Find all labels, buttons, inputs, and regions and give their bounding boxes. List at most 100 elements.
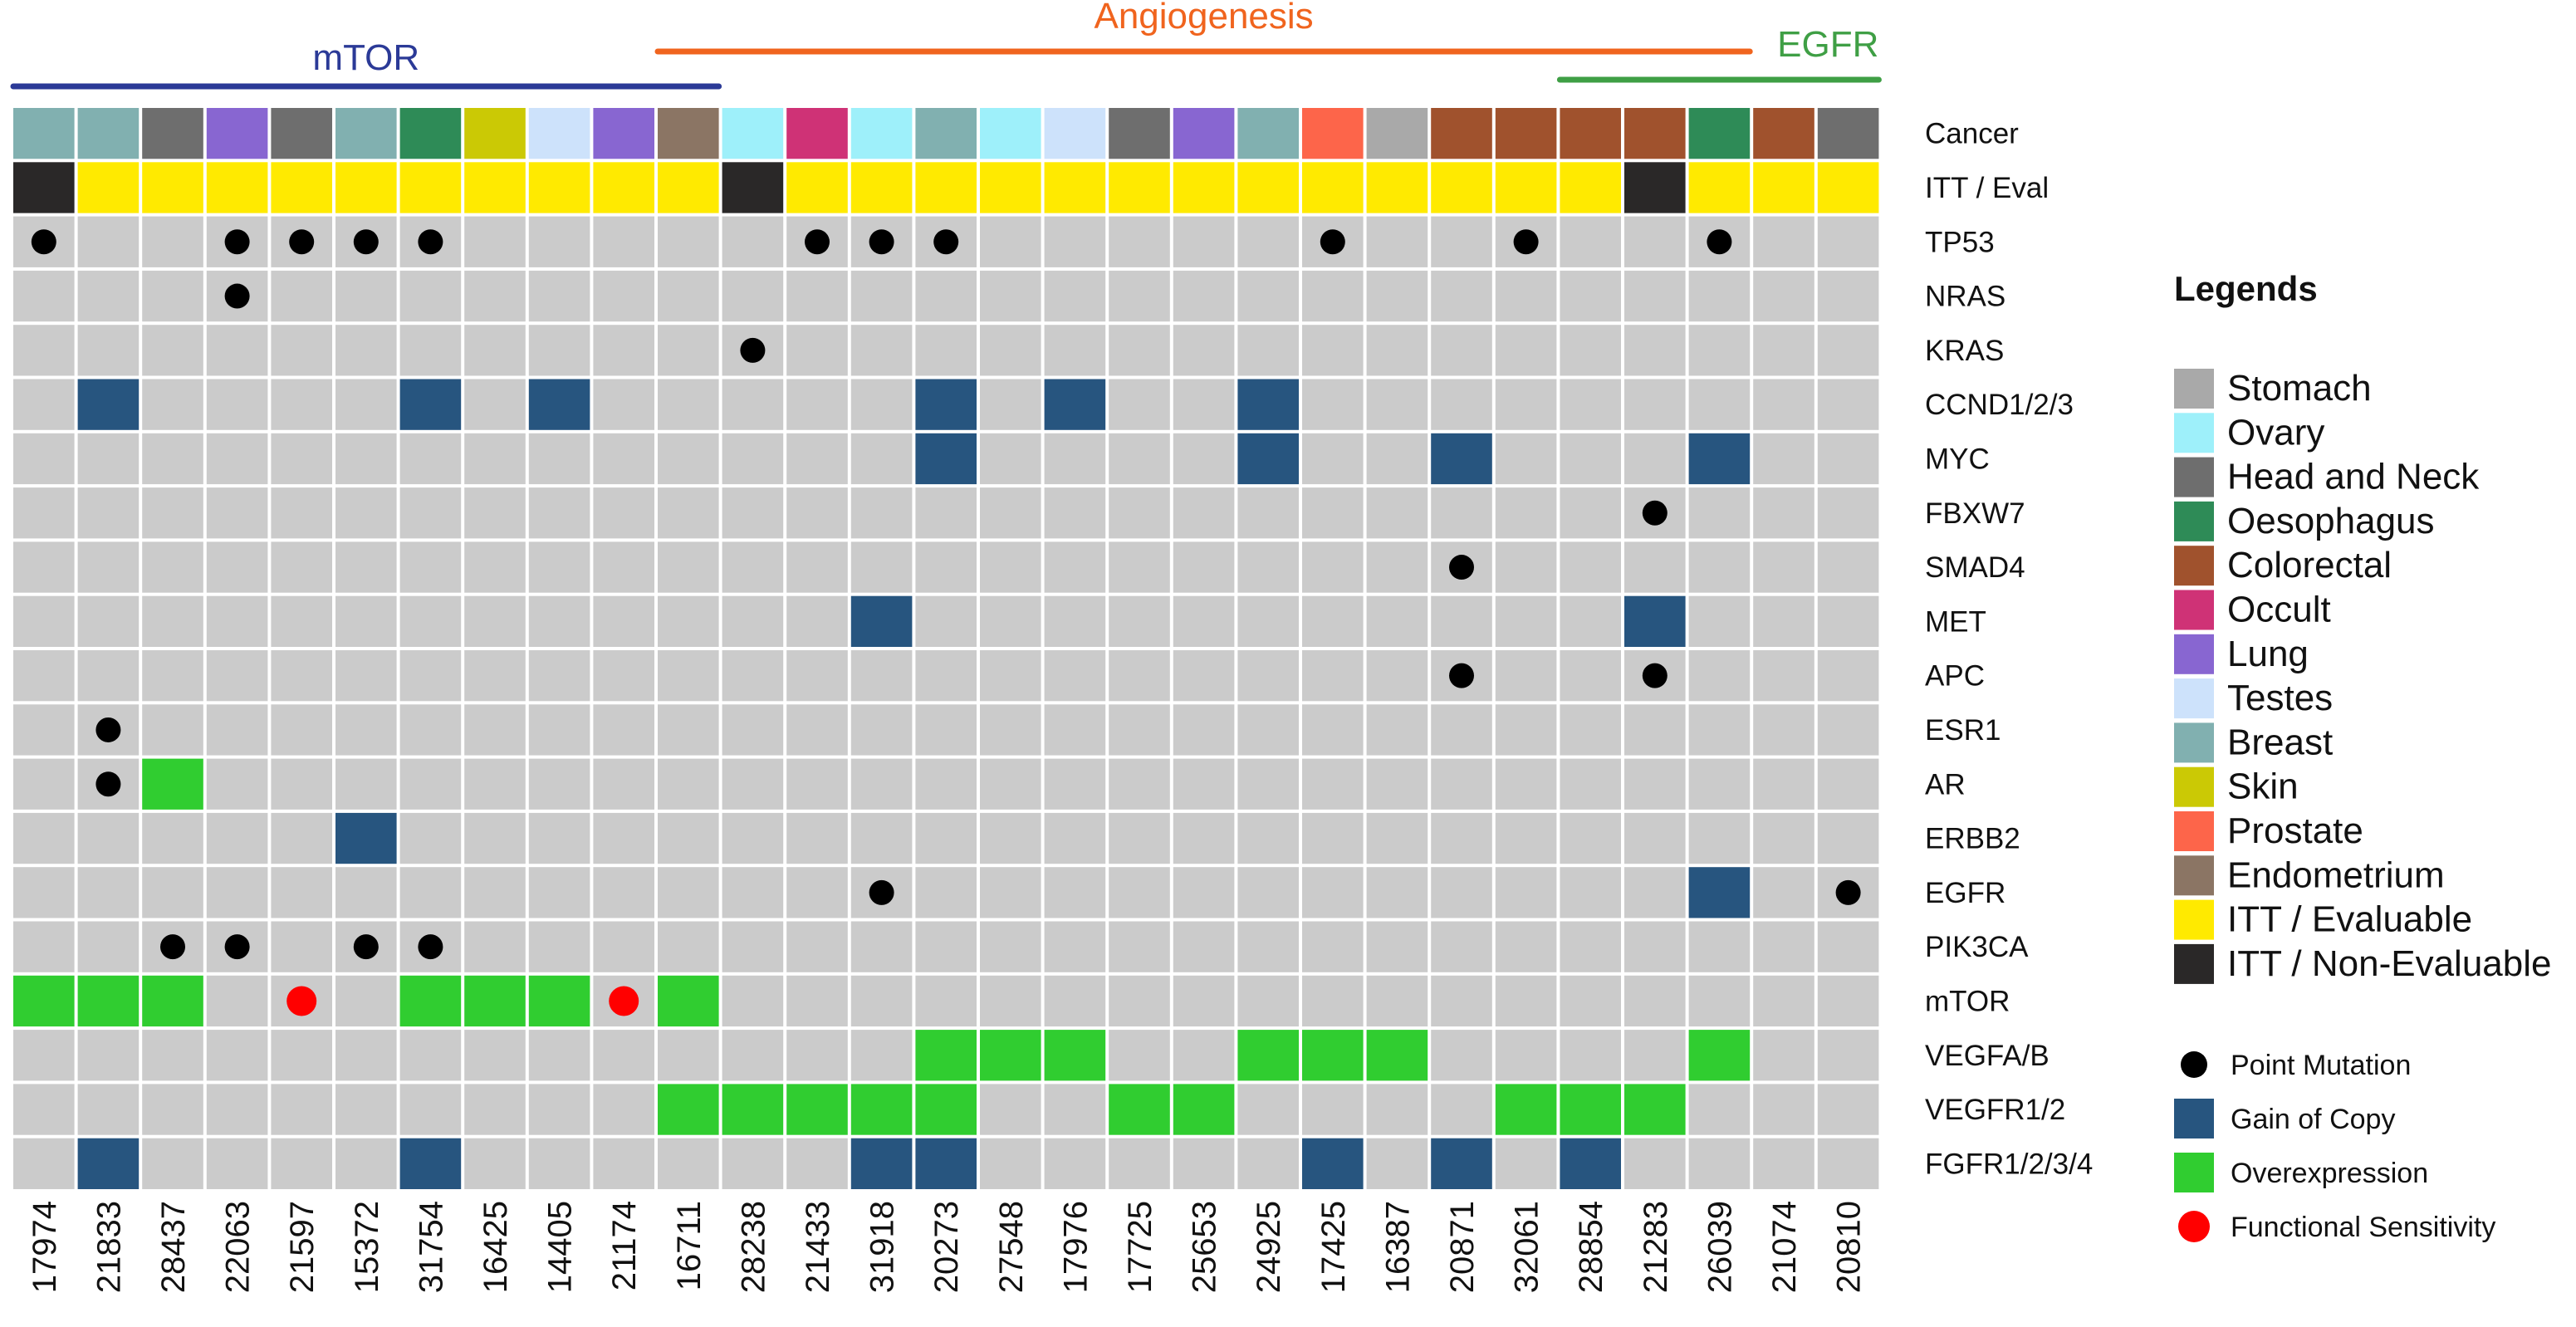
itt-eval-cell bbox=[593, 162, 654, 213]
empty-cell bbox=[206, 1138, 268, 1189]
group-label-egfr: EGFR bbox=[1777, 24, 1878, 65]
empty-cell bbox=[1817, 433, 1879, 485]
empty-cell bbox=[658, 595, 719, 647]
empty-cell bbox=[980, 379, 1041, 430]
empty-cell bbox=[722, 650, 784, 702]
overexpression-cell bbox=[1237, 1030, 1299, 1081]
itt-eval-cell bbox=[722, 162, 784, 213]
itt-eval-cell bbox=[1753, 162, 1814, 213]
empty-cell bbox=[142, 1138, 203, 1189]
sample-label: 16425 bbox=[477, 1201, 514, 1293]
point-mutation-dot bbox=[1513, 229, 1539, 255]
empty-cell bbox=[1817, 650, 1879, 702]
empty-cell bbox=[1044, 487, 1106, 539]
legend-swatch-testes bbox=[2174, 678, 2214, 719]
row-label-smad4: SMAD4 bbox=[1925, 551, 2025, 584]
empty-cell bbox=[786, 921, 848, 972]
empty-cell bbox=[13, 921, 75, 972]
empty-cell bbox=[1173, 270, 1235, 322]
overexpression-cell bbox=[464, 975, 526, 1027]
empty-cell bbox=[1817, 975, 1879, 1027]
empty-cell bbox=[1109, 325, 1170, 376]
empty-cell bbox=[1366, 487, 1428, 539]
cancer-cell bbox=[1044, 108, 1106, 159]
empty-cell bbox=[1302, 867, 1364, 918]
empty-cell bbox=[1753, 487, 1814, 539]
empty-cell bbox=[658, 216, 719, 267]
empty-cell bbox=[1560, 379, 1621, 430]
point-mutation-dot bbox=[933, 229, 959, 255]
empty-cell bbox=[1173, 704, 1235, 756]
legend-swatch-oesophagus bbox=[2174, 501, 2214, 541]
empty-cell bbox=[850, 379, 913, 430]
cancer-cell bbox=[399, 108, 462, 159]
point-mutation-dot bbox=[740, 337, 766, 363]
empty-cell bbox=[658, 921, 719, 972]
empty-cell bbox=[1237, 758, 1299, 810]
empty-cell bbox=[464, 867, 526, 918]
empty-cell bbox=[980, 975, 1041, 1027]
empty-cell bbox=[1817, 216, 1879, 267]
empty-cell bbox=[528, 650, 590, 702]
empty-cell bbox=[13, 433, 75, 485]
empty-cell bbox=[1237, 921, 1299, 972]
row-label-pik3ca: PIK3CA bbox=[1925, 931, 2029, 963]
cancer-cell bbox=[593, 108, 654, 159]
empty-cell bbox=[13, 650, 75, 702]
empty-cell bbox=[1173, 975, 1235, 1027]
empty-cell bbox=[1495, 270, 1557, 322]
empty-cell bbox=[1560, 704, 1621, 756]
empty-cell bbox=[335, 1084, 397, 1135]
empty-cell bbox=[1366, 325, 1428, 376]
empty-cell bbox=[399, 487, 462, 539]
empty-cell bbox=[1044, 1084, 1106, 1135]
sample-label: 21833 bbox=[91, 1201, 127, 1293]
empty-cell bbox=[1237, 270, 1299, 322]
gain-of-copy-cell bbox=[1237, 433, 1299, 485]
empty-cell bbox=[850, 487, 913, 539]
sample-label: 32061 bbox=[1509, 1201, 1545, 1293]
empty-cell bbox=[1431, 812, 1492, 864]
empty-cell bbox=[980, 1138, 1041, 1189]
empty-cell bbox=[77, 650, 140, 702]
empty-cell bbox=[335, 325, 397, 376]
empty-cell bbox=[13, 379, 75, 430]
row-label-tp53: TP53 bbox=[1925, 226, 1995, 258]
empty-cell bbox=[528, 1138, 590, 1189]
empty-cell bbox=[1495, 1030, 1557, 1081]
empty-cell bbox=[593, 812, 654, 864]
overexpression-cell bbox=[658, 975, 719, 1027]
empty-cell bbox=[142, 704, 203, 756]
empty-cell bbox=[722, 216, 784, 267]
empty-cell bbox=[206, 1030, 268, 1081]
itt-eval-cell bbox=[1431, 162, 1492, 213]
functional-sensitivity-dot bbox=[286, 986, 317, 1016]
cancer-cell bbox=[915, 108, 977, 159]
empty-cell bbox=[335, 867, 397, 918]
empty-cell bbox=[1237, 650, 1299, 702]
empty-cell bbox=[271, 325, 332, 376]
overexpression-cell bbox=[528, 975, 590, 1027]
point-mutation-dot bbox=[418, 934, 443, 960]
empty-cell bbox=[658, 270, 719, 322]
empty-cell bbox=[593, 758, 654, 810]
empty-cell bbox=[850, 758, 913, 810]
empty-cell bbox=[142, 216, 203, 267]
empty-cell bbox=[658, 812, 719, 864]
empty-cell bbox=[399, 541, 462, 593]
itt-eval-cell bbox=[850, 162, 913, 213]
empty-cell bbox=[593, 487, 654, 539]
legend-label-functional-sensitivity: Functional Sensitivity bbox=[2231, 1212, 2495, 1243]
empty-cell bbox=[464, 216, 526, 267]
row-label-fgfr1-2-3-4: FGFR1/2/3/4 bbox=[1925, 1148, 2093, 1180]
legend-label-endometrium: Endometrium bbox=[2227, 854, 2445, 895]
empty-cell bbox=[206, 704, 268, 756]
empty-cell bbox=[980, 487, 1041, 539]
empty-cell bbox=[1044, 433, 1106, 485]
empty-cell bbox=[528, 433, 590, 485]
empty-cell bbox=[1624, 921, 1686, 972]
itt-eval-cell bbox=[786, 162, 848, 213]
overexpression-cell bbox=[850, 1084, 913, 1135]
empty-cell bbox=[206, 379, 268, 430]
empty-cell bbox=[1109, 975, 1170, 1027]
